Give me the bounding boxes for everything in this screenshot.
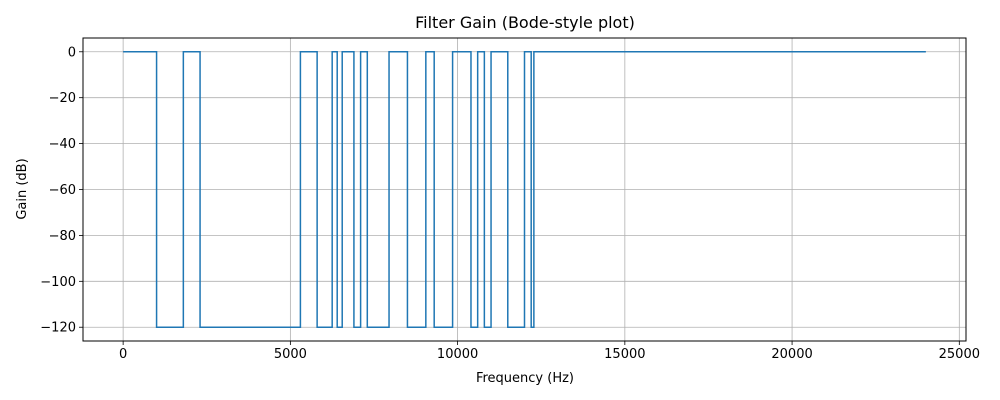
x-tick-label: 5000 — [274, 347, 307, 362]
series-layer — [123, 51, 926, 328]
series-line — [123, 51, 926, 328]
x-axis-label: Frequency (Hz) — [476, 371, 574, 386]
y-tick-label: −80 — [49, 229, 76, 244]
x-tick-label: 20000 — [771, 347, 812, 362]
y-tick-label: 0 — [68, 45, 76, 60]
chart-title: Filter Gain (Bode-style plot) — [415, 13, 635, 32]
y-axis-label: Gain (dB) — [15, 158, 30, 219]
y-tick-label: −20 — [49, 91, 76, 106]
x-tick-label: 25000 — [939, 347, 980, 362]
y-tick-label: −60 — [49, 183, 76, 198]
x-tick-label: 15000 — [604, 347, 645, 362]
x-tick-label: 10000 — [437, 347, 478, 362]
y-tick-label: −120 — [40, 321, 76, 336]
x-tick-label: 0 — [119, 347, 127, 362]
ticks: 0 5000 10000 15000 20000 25000 0 −20 −40 −60 −80 −1… — [40, 45, 980, 362]
y-tick-label: −100 — [40, 275, 76, 290]
y-tick-label: −40 — [49, 137, 76, 152]
